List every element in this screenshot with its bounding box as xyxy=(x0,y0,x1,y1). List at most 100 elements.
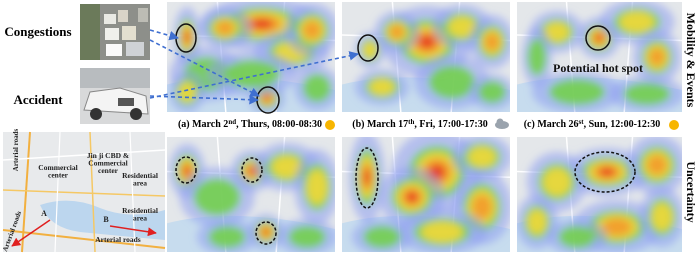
heatmap-panel xyxy=(342,2,510,112)
heatmap-panel xyxy=(167,2,335,112)
heat xyxy=(517,137,682,252)
photo-label: Accident xyxy=(13,92,63,107)
map-label-line: A xyxy=(41,209,47,218)
heat-blob xyxy=(602,218,632,236)
map-label-line: Residential xyxy=(122,171,158,180)
map-label: A xyxy=(41,209,47,218)
heat-blob xyxy=(288,225,326,249)
highlight-circle xyxy=(241,157,263,183)
heat-blob xyxy=(599,167,615,177)
heat-blob xyxy=(271,155,303,179)
map-label-line: B xyxy=(103,215,109,224)
congestion-photo xyxy=(80,4,150,60)
heat-blob xyxy=(542,167,572,197)
sun-icon xyxy=(325,120,335,130)
map-label-line: area xyxy=(133,179,147,188)
heat-blob xyxy=(467,146,497,168)
map-label: Jin ji CBD & Commercial center xyxy=(87,151,129,175)
heat-blob xyxy=(216,21,234,35)
heat-blob xyxy=(303,21,321,39)
map-label-line: Commercial xyxy=(88,159,127,168)
heatmap-panel xyxy=(517,2,682,112)
heat-blob xyxy=(549,78,605,106)
heat-blob xyxy=(418,35,436,49)
heat-blob xyxy=(623,82,671,106)
heat xyxy=(349,137,510,252)
sun-icon xyxy=(669,120,679,130)
heat-blob xyxy=(303,74,331,102)
map-label-line: Jin ji CBD & xyxy=(87,151,129,160)
cloud-icon xyxy=(495,118,509,129)
map-label-line: Arterial roads xyxy=(95,235,141,244)
heatmaps xyxy=(167,2,682,252)
heat-blob xyxy=(472,194,492,220)
heat xyxy=(169,2,335,112)
accident-photo xyxy=(80,68,150,124)
row-label: Mobility & Events xyxy=(684,13,697,108)
heat-blob xyxy=(527,38,547,76)
heat-blob xyxy=(447,16,477,38)
heatmap-panel xyxy=(167,137,335,252)
highlight-circle xyxy=(357,34,379,62)
caption: (c) March 26st, Sun, 12:00-12:30 xyxy=(524,118,661,130)
heat-blob xyxy=(363,225,401,249)
map-label: Residential area xyxy=(122,171,158,188)
map-label: Residential area xyxy=(122,206,158,223)
heat-blob xyxy=(369,78,395,96)
heat-blob xyxy=(183,166,191,176)
heat-blob xyxy=(251,19,273,29)
highlight-circle xyxy=(175,156,197,184)
photo-label: Congestions xyxy=(4,24,71,39)
map-label: Arterial roads xyxy=(12,129,20,172)
heat-blob xyxy=(389,25,405,39)
heat-blob xyxy=(647,155,667,175)
link-arrows xyxy=(149,29,359,105)
heat-blob xyxy=(544,22,570,42)
annotation: Potential hot spot xyxy=(553,61,643,75)
caption: (a) March 2nd, Thurs, 08:00-08:30 xyxy=(178,118,322,130)
heat xyxy=(355,4,510,110)
heat-blob xyxy=(420,221,464,243)
heat-blob xyxy=(363,168,371,186)
heat-blob xyxy=(406,191,418,203)
highlight-circle xyxy=(585,25,611,51)
highlight-circle xyxy=(255,221,277,245)
heat xyxy=(169,143,335,252)
map-label-line: Residential xyxy=(122,206,158,215)
heat-blob xyxy=(193,178,241,216)
caption: (b) March 17th, Fri, 17:00-17:30 xyxy=(352,118,487,130)
heat-blob xyxy=(178,82,196,102)
heat-blob xyxy=(484,33,500,51)
map-label: B xyxy=(103,215,109,224)
heat-blob xyxy=(651,202,673,232)
heat-blob xyxy=(263,95,271,101)
heat-blob xyxy=(428,65,476,99)
heat-blob xyxy=(184,31,190,43)
highlight-circle xyxy=(355,147,379,209)
heat-blob xyxy=(478,80,506,104)
map-label: Commercial center xyxy=(38,163,77,180)
row-label: Uncertainty xyxy=(684,161,697,222)
heat-blob xyxy=(619,11,655,33)
map-label-line: Arterial roads xyxy=(12,129,20,172)
heat-blob xyxy=(649,48,665,66)
heat-blob xyxy=(248,167,256,175)
map-label-line: area xyxy=(133,214,147,223)
heat-blob xyxy=(362,41,378,59)
map-label: Arterial roads xyxy=(95,235,141,244)
heat-blob xyxy=(208,225,246,249)
highlight-circle xyxy=(574,151,636,193)
map-label-line: center xyxy=(98,166,119,175)
city-map xyxy=(2,131,166,253)
heat xyxy=(522,2,682,112)
heat-blob xyxy=(558,225,596,249)
map-label-line: center xyxy=(48,171,69,180)
heat-blob xyxy=(224,60,280,88)
heat-blob xyxy=(262,228,270,236)
heat-blob xyxy=(595,34,603,42)
heatmap-panel xyxy=(517,137,682,252)
heat-blob xyxy=(527,209,547,235)
map-label-line: Commercial xyxy=(38,163,77,172)
heat-blob xyxy=(306,169,328,205)
